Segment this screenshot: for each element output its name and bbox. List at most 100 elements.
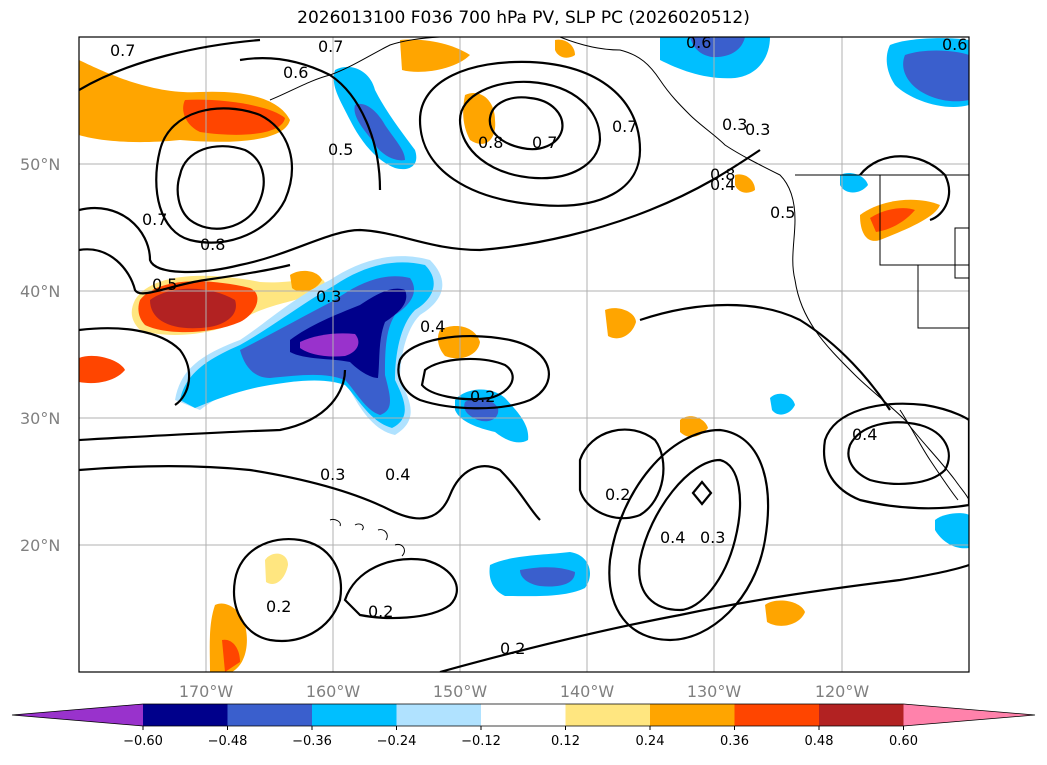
pv-blob-small-4	[555, 39, 575, 58]
colorbar-tick-label: 0.36	[720, 734, 749, 749]
contour-label: 0.5	[770, 203, 795, 222]
pv-blob-small-neg-1	[770, 393, 795, 415]
lat-label-20n: 20°N	[20, 536, 60, 555]
contour-mid-right	[639, 303, 891, 411]
contour-label: 0.2	[605, 485, 630, 504]
colorbar-tick-label: −0.48	[208, 734, 248, 749]
pv-blob-ne-top	[660, 37, 770, 79]
contour-label: 0.7	[110, 41, 135, 60]
contour-label: 0.8	[710, 165, 735, 184]
contour-low-east	[578, 428, 665, 520]
colorbar-tick-label: 0.24	[636, 734, 665, 749]
contour-label: 0.3	[745, 120, 770, 139]
contour-south-2	[343, 558, 458, 620]
pv-blob-nw-core	[183, 99, 285, 135]
colorbar-tick-label: 0.48	[805, 734, 834, 749]
colorbar-segment	[565, 704, 651, 726]
colorbar-segment	[312, 704, 397, 726]
contour-label: 0.3	[316, 287, 341, 306]
lon-label-120w: 120°W	[815, 682, 870, 701]
pv-blob-low-center	[463, 92, 496, 144]
map-frame	[78, 36, 970, 673]
contour-mid-band	[79, 369, 347, 442]
colorbar-segment	[396, 704, 482, 726]
coast-hawaii	[329, 519, 405, 557]
lat-label-50n: 50°N	[20, 155, 60, 174]
contour-loop-east	[638, 458, 742, 612]
contour-label: 0.2	[266, 597, 291, 616]
contour-low-center	[397, 334, 550, 410]
pv-blob-small-2	[605, 308, 636, 339]
colorbar-tick-label: 0.60	[889, 734, 918, 749]
colorbar-segment	[734, 704, 820, 726]
pv-blob-south-3	[765, 600, 805, 626]
gridlines	[79, 37, 969, 672]
pv-blob-south-1-core	[222, 639, 240, 672]
contour-label: 0.2	[500, 639, 525, 658]
contour-wide-2	[79, 248, 291, 295]
lat-label-40n: 40°N	[20, 282, 60, 301]
pv-blob-ne-corner-core	[903, 50, 969, 102]
contour-high-north-inner	[458, 80, 602, 180]
contour-label: 0.7	[532, 133, 557, 152]
contour-label: 0.5	[328, 140, 353, 159]
colorbar-segment	[143, 704, 228, 726]
contour-wide-1	[79, 149, 761, 274]
contour-north-arc-2	[239, 57, 382, 191]
contour-nw-closed	[155, 107, 293, 244]
contour-west-loop	[79, 327, 191, 406]
contour-label: 0.3	[722, 115, 747, 134]
contour-label: 0.2	[368, 602, 393, 621]
contour-mid-band-2	[79, 465, 541, 521]
contour-north-arc	[79, 38, 261, 91]
contour-label: 0.7	[142, 210, 167, 229]
contour-label: 0.4	[660, 528, 685, 547]
border-us-states-1	[879, 175, 969, 266]
contour-label: 0.7	[612, 117, 637, 136]
colorbar-segment	[481, 704, 566, 726]
pv-positive-anomalies	[79, 39, 940, 672]
contour-label: 0.2	[470, 387, 495, 406]
colorbar-tick-label: −0.24	[377, 734, 417, 749]
pv-negative-anomalies	[175, 37, 969, 597]
contour-labels: 0.7 0.7 0.6 0.6 0.6 0.5 0.8 0.7 0.7 0.8 …	[110, 33, 967, 658]
pv-blob-west-small	[290, 270, 322, 292]
pv-blob-top-west	[400, 39, 470, 72]
colorbar-tick-label: −0.36	[292, 734, 332, 749]
pv-blob-ne-top-core	[690, 37, 745, 58]
colorbar-extend-max	[903, 704, 1035, 726]
contour-high-north-core	[488, 96, 564, 151]
contour-se-high	[822, 402, 969, 510]
contour-label: 0.5	[152, 275, 177, 294]
pv-blob-south-blue-core	[520, 567, 575, 587]
contour-se-high-inner	[847, 421, 950, 485]
contour-label: 0.7	[318, 37, 343, 56]
contour-label: 0.4	[852, 425, 877, 444]
colorbar-tick-label: −0.12	[461, 734, 501, 749]
coast-alaska-peninsula	[269, 37, 441, 101]
contour-label: 0.3	[320, 465, 345, 484]
pv-blob-30n-core	[464, 398, 499, 422]
contour-label: 0.6	[283, 63, 308, 82]
contour-high-north	[418, 60, 642, 207]
contour-ne-arc	[859, 155, 951, 222]
contour-label: 0.6	[686, 33, 711, 52]
contour-diamond	[691, 480, 713, 506]
pv-blob-central-navy	[290, 288, 407, 378]
contour-low-center-inner	[420, 357, 514, 401]
border-us-states-2	[917, 265, 969, 329]
coast-alaska-gulf	[559, 37, 796, 221]
map-content: 0.7 0.7 0.6 0.6 0.6 0.5 0.8 0.7 0.7 0.8 …	[79, 33, 969, 672]
colorbar-segment	[227, 704, 313, 726]
contour-label: 0.4	[385, 465, 410, 484]
colorbar-tick-label: 0.12	[551, 734, 580, 749]
colorbar: −0.60 −0.48 −0.36 −0.24 −0.12 0.12 0.24 0.36 0.4…	[11, 703, 1036, 749]
lon-label-140w: 140°W	[560, 682, 615, 701]
coastlines	[269, 37, 969, 557]
lon-label-170w: 170°W	[179, 682, 234, 701]
contour-south-3	[439, 563, 969, 672]
pv-blob-w-edge	[79, 355, 125, 384]
slp-contours	[79, 38, 969, 672]
lon-label-130w: 130°W	[687, 682, 742, 701]
